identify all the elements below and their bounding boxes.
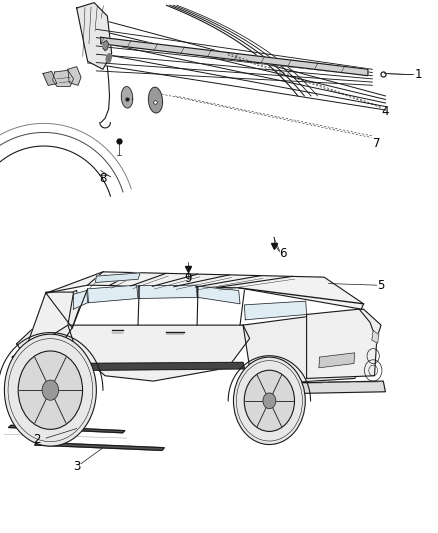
- Circle shape: [244, 370, 294, 431]
- Circle shape: [42, 380, 59, 400]
- Circle shape: [263, 393, 276, 409]
- Polygon shape: [197, 286, 240, 304]
- Polygon shape: [245, 381, 385, 394]
- Polygon shape: [17, 290, 80, 368]
- Polygon shape: [106, 53, 112, 63]
- Polygon shape: [69, 362, 244, 370]
- Text: 6: 6: [279, 247, 286, 260]
- Polygon shape: [121, 86, 133, 108]
- Polygon shape: [68, 67, 81, 85]
- Polygon shape: [95, 273, 140, 282]
- Polygon shape: [88, 285, 138, 303]
- Polygon shape: [307, 309, 377, 378]
- Polygon shape: [68, 325, 250, 381]
- Text: 8: 8: [99, 172, 106, 185]
- Polygon shape: [77, 3, 112, 69]
- Polygon shape: [35, 442, 164, 450]
- Text: 7: 7: [373, 138, 381, 150]
- Circle shape: [18, 351, 82, 430]
- Polygon shape: [46, 272, 364, 309]
- Polygon shape: [43, 71, 57, 85]
- Polygon shape: [148, 87, 162, 113]
- Polygon shape: [244, 301, 307, 320]
- Circle shape: [233, 357, 305, 445]
- Text: 1: 1: [414, 68, 422, 81]
- Polygon shape: [74, 290, 88, 309]
- Polygon shape: [138, 285, 197, 298]
- Text: 9: 9: [184, 272, 192, 285]
- Polygon shape: [243, 309, 381, 384]
- Text: 2: 2: [33, 433, 41, 446]
- Text: 4: 4: [381, 106, 389, 118]
- Polygon shape: [101, 37, 368, 76]
- Polygon shape: [53, 70, 74, 86]
- Polygon shape: [319, 353, 355, 368]
- Polygon shape: [28, 292, 74, 346]
- Polygon shape: [9, 425, 125, 433]
- Circle shape: [4, 334, 96, 446]
- Polygon shape: [12, 344, 35, 370]
- Text: 5: 5: [378, 279, 385, 292]
- Polygon shape: [103, 41, 109, 51]
- Text: 3: 3: [73, 460, 80, 473]
- Polygon shape: [372, 330, 379, 343]
